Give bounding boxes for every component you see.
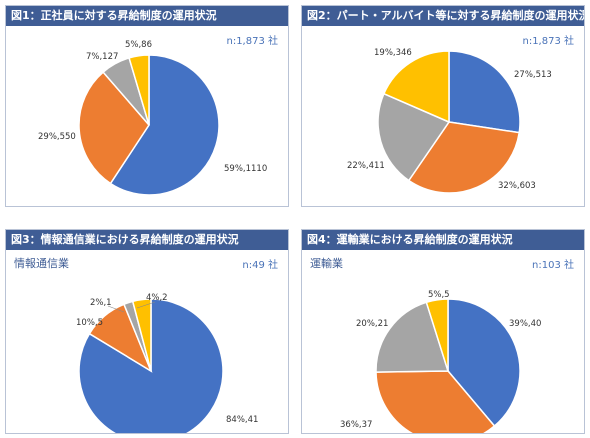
pie-slice bbox=[447, 298, 521, 428]
pie-slice bbox=[375, 370, 496, 433]
slice-label: 27%,513 bbox=[514, 70, 552, 80]
slice-label: 59%,1110 bbox=[224, 164, 267, 174]
pie-chart: 27%,513 32%,603 22%,411 19%,346 bbox=[347, 48, 552, 194]
pie-slice bbox=[377, 92, 451, 182]
sample-size: n:1,873 社 bbox=[522, 36, 574, 47]
pie-slice bbox=[382, 50, 450, 124]
chart-panel-3: 図3：情報通信業における昇給制度の運用状況 情報通信業 n:49 社 84%,4… bbox=[5, 229, 289, 434]
slice-label: 5%,5 bbox=[428, 290, 450, 300]
slice-label: 20%,21 bbox=[356, 319, 388, 329]
panel-title: 図4：運輸業における昇給制度の運用状況 bbox=[302, 230, 584, 250]
panel-title: 図1：正社員に対する昇給制度の運用状況 bbox=[6, 6, 288, 26]
slice-label: 36%,37 bbox=[340, 420, 372, 430]
chart-panel-4: 図4：運輸業における昇給制度の運用状況 運輸業 n:103 社 39%,40 36… bbox=[301, 229, 585, 434]
pie-slice bbox=[128, 54, 150, 126]
pie-chart: 59%,1110 29%,550 7%,127 5%,86 bbox=[38, 40, 267, 196]
panel-title: 図3：情報通信業における昇給制度の運用状況 bbox=[6, 230, 288, 250]
chart-panel-1: 図1：正社員に対する昇給制度の運用状況 n:1,873 社 59%,1110 29… bbox=[5, 5, 289, 207]
sample-size: n:1,873 社 bbox=[226, 36, 278, 47]
slice-label: 84%,41 bbox=[226, 415, 258, 425]
slice-label: 32%,603 bbox=[498, 181, 536, 191]
slice-label: 4%,2 bbox=[146, 293, 168, 303]
leader-line bbox=[136, 301, 156, 309]
pie-slice bbox=[448, 50, 521, 134]
sample-size: n:103 社 bbox=[532, 260, 574, 271]
pie-slice bbox=[407, 121, 521, 194]
panel-subtitle: 運輸業 bbox=[310, 257, 343, 270]
slice-label: 10%,5 bbox=[76, 318, 103, 328]
slice-label: 2%,1 bbox=[90, 298, 112, 308]
slice-label: 7%,127 bbox=[86, 52, 118, 62]
pie-slice bbox=[375, 301, 450, 373]
panel-title: 図2：パート・アルバイト等に対する昇給制度の運用状況 bbox=[302, 6, 584, 26]
pie-chart: 39%,40 36%,37 20%,21 5%,5 bbox=[340, 290, 541, 433]
pie-slice bbox=[131, 298, 152, 372]
leader-line bbox=[107, 305, 125, 313]
chart-panel-2: 図2：パート・アルバイト等に対する昇給制度の運用状況 n:1,873 社 27%… bbox=[301, 5, 585, 207]
pie-slice bbox=[78, 71, 150, 185]
slice-label: 29%,550 bbox=[38, 132, 76, 142]
slice-label: 39%,40 bbox=[509, 319, 541, 329]
slice-label: 5%,86 bbox=[125, 40, 152, 50]
pie-chart: 84%,41 10%,5 2%,1 4%,2 bbox=[76, 293, 258, 433]
slice-label: 22%,411 bbox=[347, 161, 385, 171]
panel-subtitle: 情報通信業 bbox=[14, 257, 69, 270]
pie-slice bbox=[109, 54, 220, 196]
pie-slice bbox=[425, 298, 449, 372]
sample-size: n:49 社 bbox=[242, 260, 278, 271]
slice-label: 19%,346 bbox=[374, 48, 412, 58]
